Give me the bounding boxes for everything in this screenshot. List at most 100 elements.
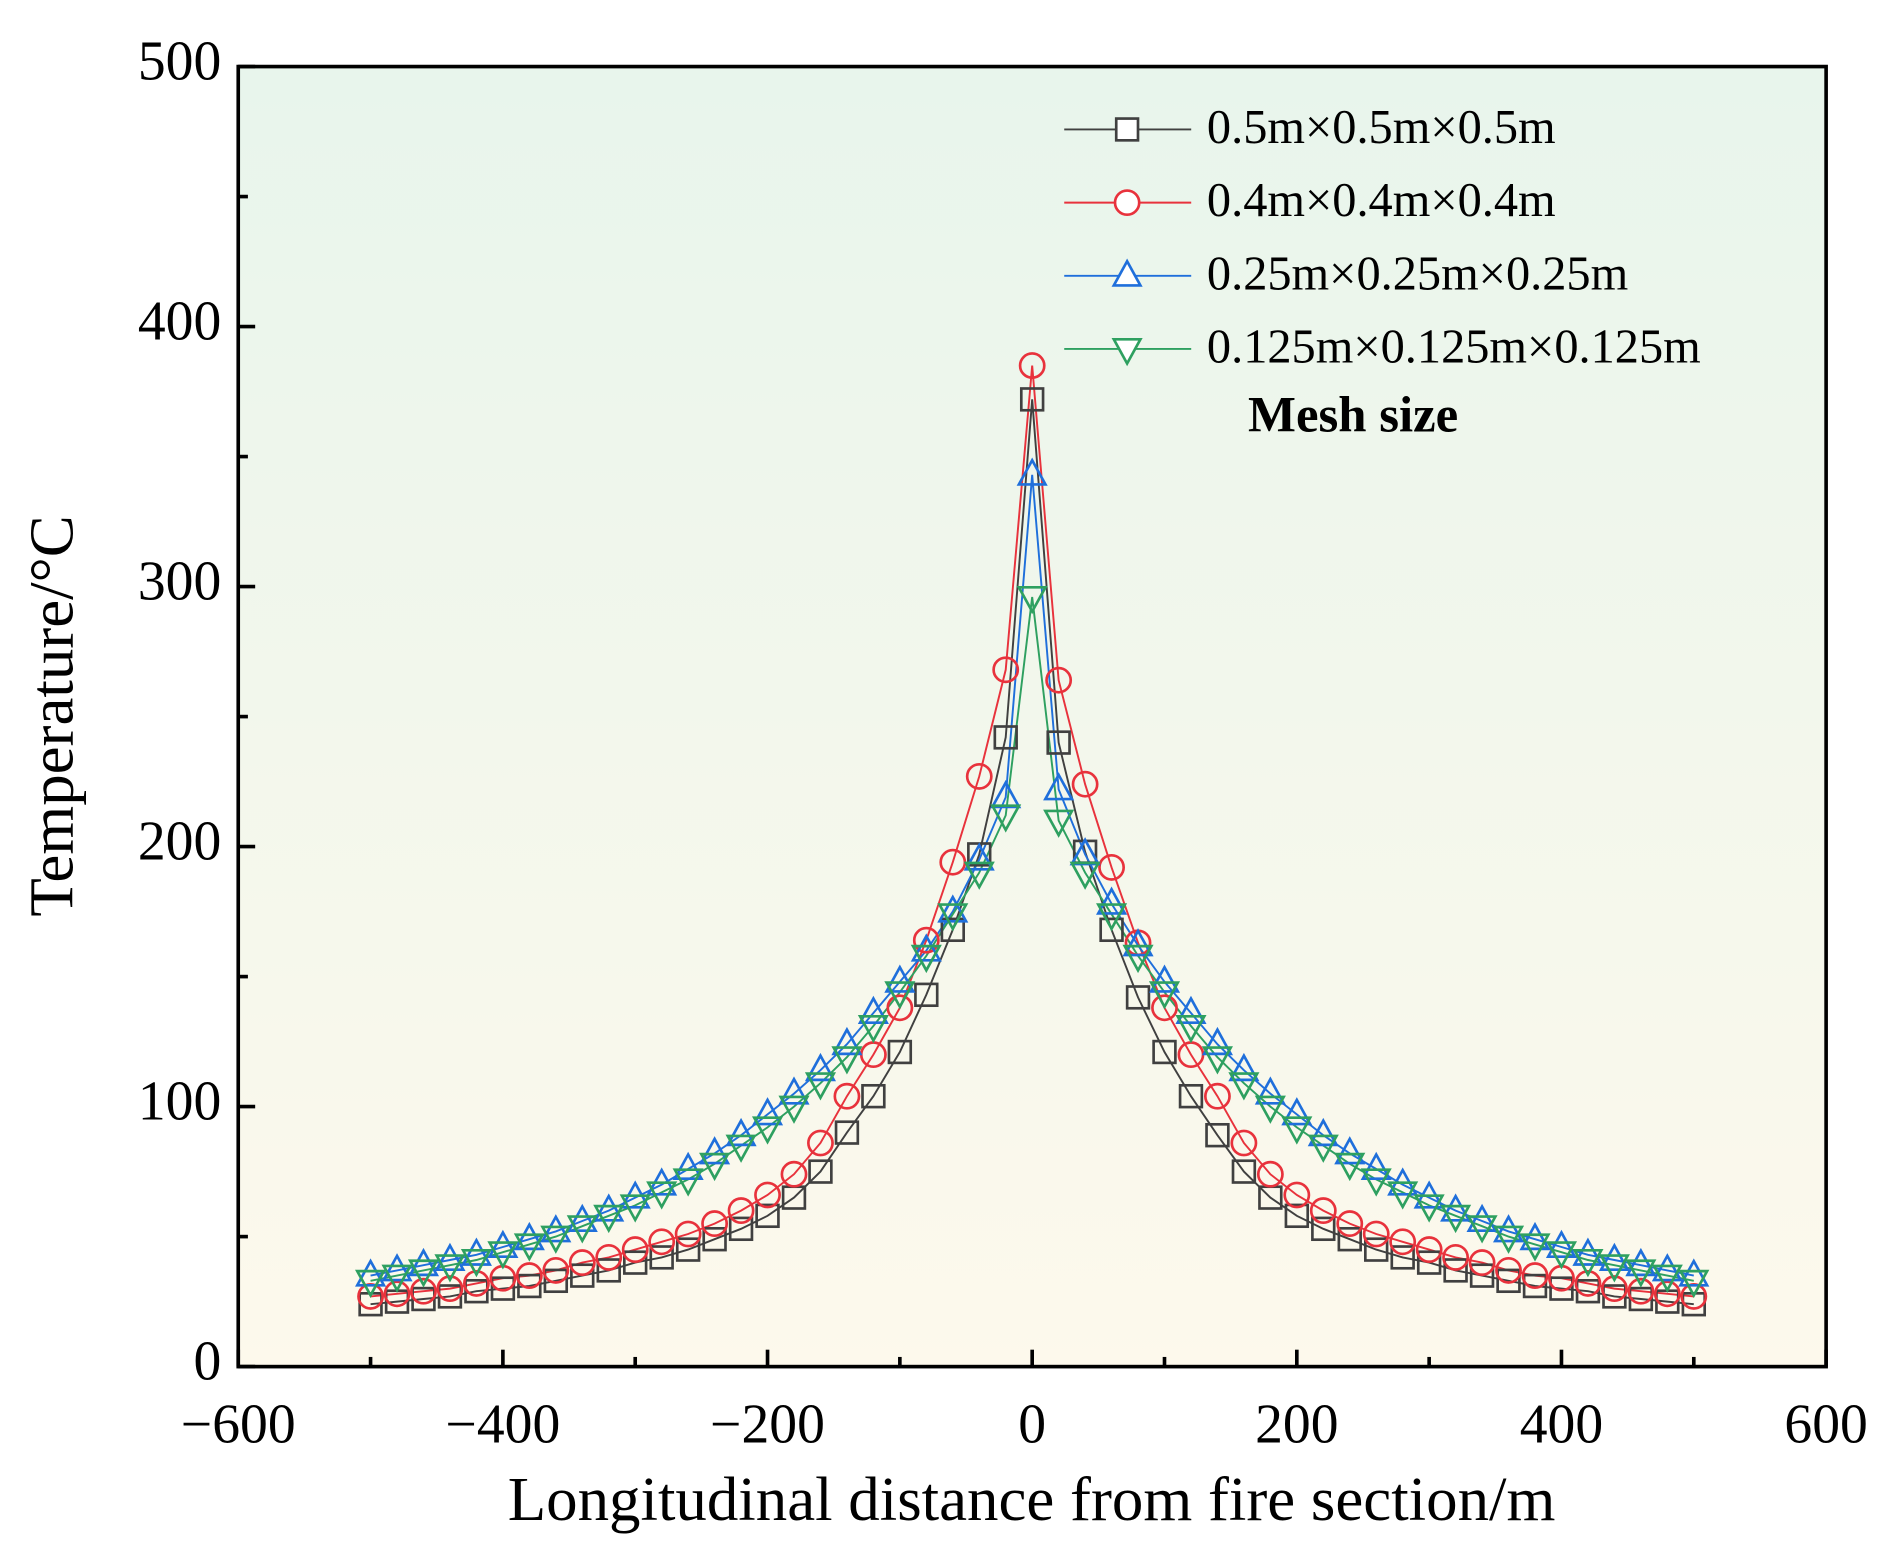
marker [1151, 994, 1178, 1022]
marker [436, 1275, 464, 1303]
marker [884, 981, 916, 1010]
y-tick-label: 0 [193, 1330, 221, 1392]
marker [1175, 1014, 1207, 1044]
marker [1549, 1276, 1574, 1301]
marker [1205, 1122, 1230, 1148]
marker [754, 1181, 781, 1209]
legend-marker [1111, 258, 1143, 287]
marker [857, 1014, 889, 1044]
marker [1440, 1193, 1472, 1222]
marker [1389, 1228, 1417, 1256]
marker [1651, 1253, 1683, 1282]
marker [807, 1129, 834, 1157]
marker [1627, 1277, 1655, 1305]
marker [886, 994, 914, 1022]
marker [1440, 1204, 1472, 1234]
marker [1468, 1249, 1496, 1277]
marker [702, 1226, 727, 1252]
marker [831, 1026, 863, 1056]
marker [460, 1249, 492, 1278]
marker [540, 1214, 572, 1243]
marker [1201, 1046, 1233, 1075]
marker [410, 1277, 437, 1305]
marker [434, 1254, 466, 1283]
marker [646, 1181, 678, 1210]
marker [725, 1117, 757, 1147]
x-tick-label: 200 [1255, 1393, 1338, 1455]
marker [487, 1241, 519, 1270]
marker [1364, 1237, 1389, 1262]
marker [515, 1262, 543, 1290]
marker [1254, 1076, 1286, 1105]
marker [593, 1193, 625, 1222]
marker [1545, 1241, 1578, 1270]
marker [1016, 457, 1048, 486]
marker [675, 1237, 701, 1262]
marker [1046, 730, 1071, 755]
marker [914, 982, 939, 1008]
marker [407, 1259, 440, 1288]
marker [1307, 1117, 1339, 1147]
marker [1201, 1026, 1233, 1056]
marker [834, 1120, 860, 1145]
marker [1545, 1229, 1578, 1259]
marker [1098, 853, 1125, 881]
marker [1019, 387, 1045, 412]
marker [649, 1245, 674, 1270]
marker [1148, 981, 1181, 1010]
marker [1256, 1160, 1284, 1188]
marker [963, 861, 995, 890]
marker [751, 1116, 784, 1145]
marker [910, 933, 942, 962]
marker [912, 926, 940, 954]
marker [937, 903, 969, 932]
marker [728, 1216, 754, 1242]
marker [542, 1256, 570, 1284]
x-axis-title: Longitudinal distance from fire section/… [508, 1464, 1556, 1534]
marker [517, 1273, 542, 1299]
legend-label: 0.5m×0.5m×0.5m [1207, 101, 1556, 154]
x-tick-label: −200 [710, 1393, 825, 1455]
x-tick-label: 0 [1018, 1393, 1046, 1455]
marker [460, 1237, 492, 1266]
marker [751, 1097, 784, 1126]
marker [1495, 1256, 1522, 1284]
marker [1309, 1197, 1337, 1225]
marker [992, 656, 1020, 684]
marker [1096, 886, 1128, 915]
marker [1178, 1083, 1204, 1109]
marker [887, 1039, 913, 1065]
marker [1519, 1233, 1551, 1262]
marker [725, 1134, 757, 1163]
plot [355, 352, 1710, 1317]
marker [993, 725, 1018, 750]
marker [965, 762, 993, 790]
marker [462, 1269, 490, 1297]
marker [755, 1203, 780, 1229]
marker [621, 1236, 649, 1264]
marker [1016, 585, 1048, 615]
marker [1311, 1216, 1336, 1242]
marker [648, 1228, 676, 1256]
plot-background [238, 66, 1827, 1367]
marker [884, 964, 916, 993]
marker [568, 1249, 596, 1277]
marker [540, 1225, 572, 1254]
y-tick-label: 200 [138, 810, 221, 872]
marker [1204, 1082, 1231, 1110]
marker [831, 1046, 863, 1075]
marker [1334, 1152, 1366, 1182]
marker [1152, 1039, 1177, 1065]
x-tick-label: 400 [1520, 1393, 1603, 1455]
marker [672, 1151, 704, 1181]
marker [1231, 1159, 1257, 1184]
marker [963, 842, 995, 871]
marker [727, 1197, 755, 1225]
legend-marker [1111, 337, 1143, 367]
marker [1122, 944, 1154, 974]
marker [1390, 1245, 1415, 1270]
marker [1284, 1203, 1310, 1229]
marker [1281, 1097, 1313, 1126]
marker [1148, 964, 1181, 993]
marker [1043, 772, 1075, 801]
